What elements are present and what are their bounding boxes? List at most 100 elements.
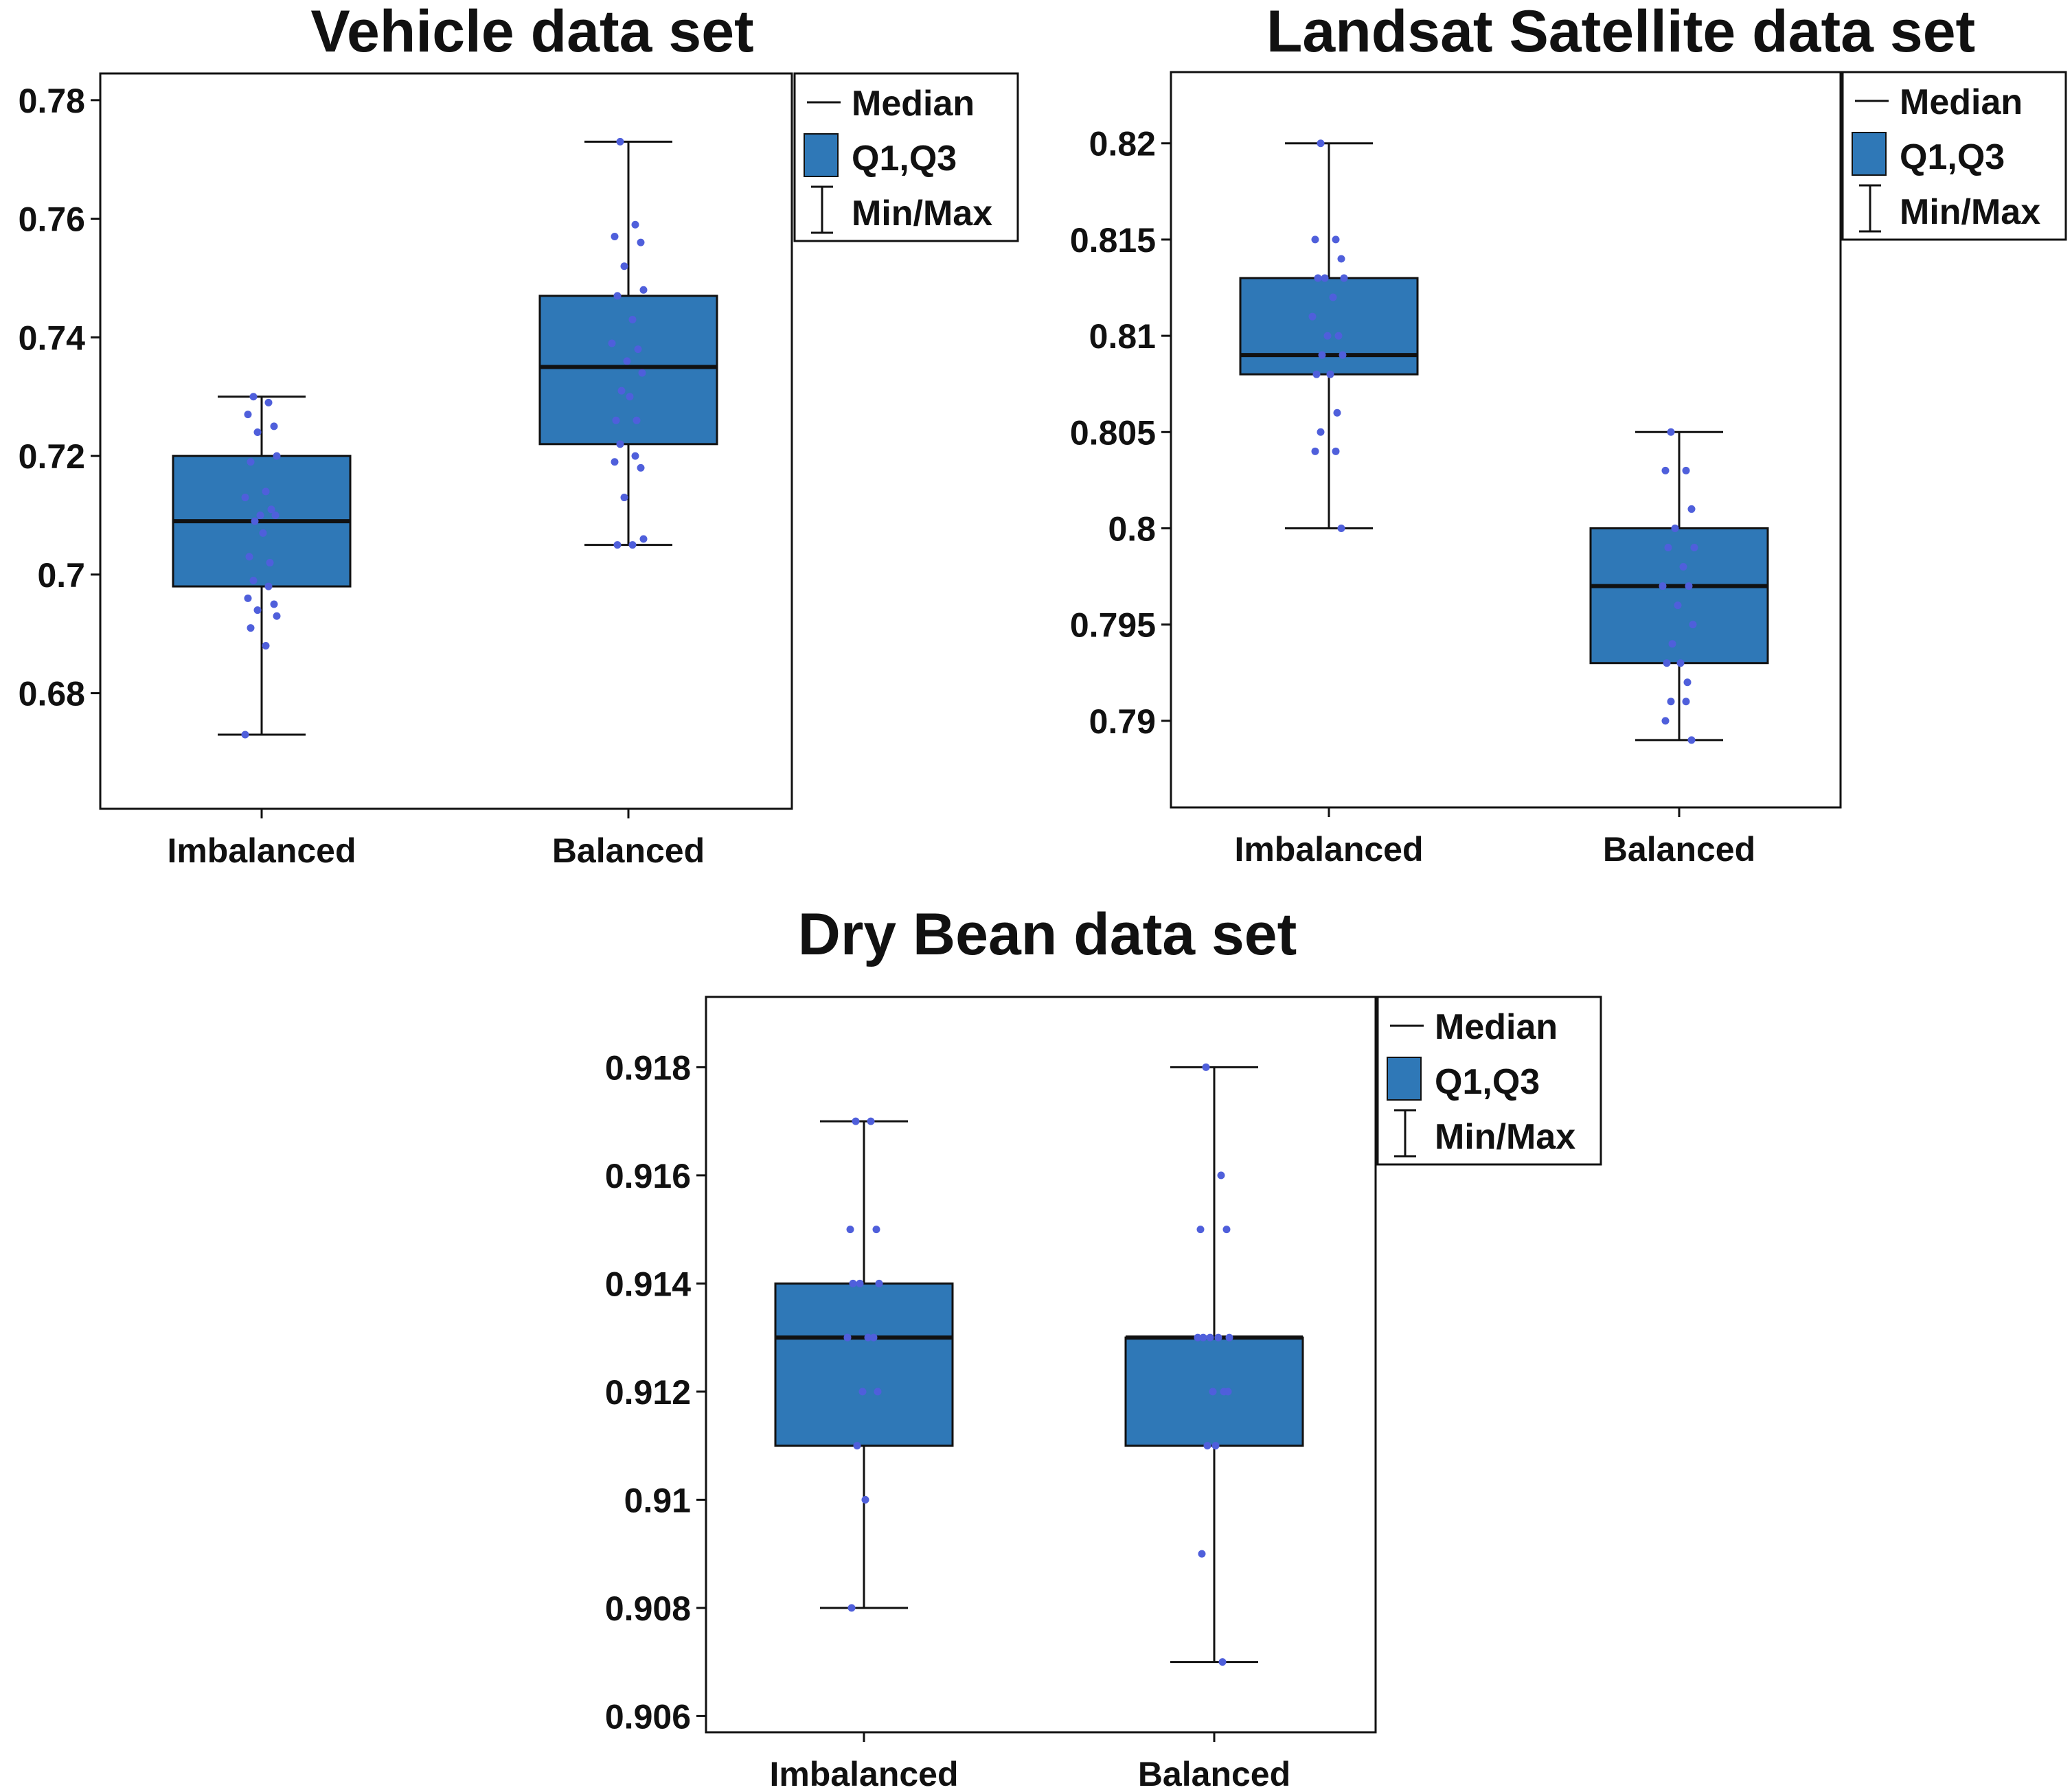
data-point bbox=[1317, 139, 1325, 148]
data-point bbox=[1198, 1550, 1206, 1558]
chart-title: Dry Bean data set bbox=[798, 901, 1297, 967]
y-tick-label: 0.74 bbox=[19, 319, 86, 357]
x-category-label: Balanced bbox=[1138, 1755, 1290, 1792]
data-point bbox=[611, 233, 619, 241]
x-category-label: Imbalanced bbox=[167, 831, 356, 870]
data-point bbox=[253, 428, 262, 437]
box-swatch-icon bbox=[1852, 132, 1887, 176]
data-point bbox=[1321, 274, 1329, 282]
data-point bbox=[1217, 1171, 1225, 1180]
data-point bbox=[1329, 293, 1337, 301]
quartile-box bbox=[774, 1282, 954, 1447]
data-point bbox=[616, 137, 624, 146]
data-point bbox=[637, 238, 645, 246]
data-point bbox=[1676, 659, 1685, 667]
data-point bbox=[1323, 332, 1332, 340]
data-point bbox=[1202, 1063, 1210, 1071]
data-point bbox=[637, 463, 645, 472]
data-point bbox=[244, 411, 252, 419]
data-point bbox=[1671, 524, 1679, 532]
data-point bbox=[1663, 659, 1671, 667]
y-tick-label: 0.72 bbox=[19, 437, 85, 476]
data-point bbox=[1667, 428, 1675, 436]
data-point bbox=[1196, 1226, 1205, 1234]
data-point bbox=[843, 1333, 852, 1342]
data-point bbox=[633, 416, 641, 424]
vehicle-chart-panel: Vehicle data set 0.68 0.7 0.72 0.74 0.76 0.78… bbox=[19, 0, 1019, 870]
data-point bbox=[1194, 1333, 1202, 1342]
min-max-whisker-icon bbox=[1859, 184, 1881, 233]
data-point bbox=[247, 458, 255, 466]
x-category-label: Balanced bbox=[1603, 830, 1755, 869]
data-point bbox=[638, 369, 646, 377]
data-point bbox=[872, 1226, 880, 1234]
legend-label-min-max: Min/Max bbox=[1435, 1117, 1575, 1157]
data-point bbox=[1334, 332, 1343, 340]
chart-title: Vehicle data set bbox=[310, 0, 753, 65]
data-point bbox=[259, 529, 267, 537]
data-point bbox=[1337, 255, 1345, 263]
data-point bbox=[1664, 544, 1672, 552]
data-point bbox=[612, 416, 620, 424]
legend-label-quartiles: Q1,Q3 bbox=[1435, 1062, 1540, 1102]
x-axis: Imbalanced Balanced bbox=[769, 1732, 1290, 1792]
data-point bbox=[1311, 236, 1319, 244]
data-point bbox=[1679, 563, 1687, 571]
data-point bbox=[1687, 736, 1696, 744]
y-tick-label: 0.81 bbox=[1089, 317, 1156, 356]
data-point bbox=[631, 220, 639, 229]
data-point bbox=[262, 487, 270, 496]
data-point bbox=[1661, 717, 1670, 725]
data-point bbox=[264, 398, 273, 406]
legend: Median Q1,Q3 Min/Max bbox=[1376, 996, 1602, 1166]
data-point bbox=[1326, 370, 1334, 378]
data-point bbox=[1668, 640, 1676, 648]
data-point bbox=[867, 1117, 875, 1125]
data-point bbox=[856, 1279, 864, 1287]
data-point bbox=[1667, 698, 1675, 706]
data-point bbox=[1211, 1442, 1220, 1450]
y-tick-label: 0.8 bbox=[1108, 509, 1156, 548]
y-tick-label: 0.912 bbox=[605, 1373, 691, 1412]
data-point bbox=[631, 452, 639, 460]
legend: Median Q1,Q3 Min/Max bbox=[793, 72, 1019, 242]
data-point bbox=[1317, 428, 1325, 436]
y-axis: 0.906 0.908 0.91 0.912 0.914 0.916 0.918 bbox=[605, 1048, 706, 1736]
data-point bbox=[241, 494, 249, 502]
data-point bbox=[626, 393, 634, 401]
legend-label-min-max: Min/Max bbox=[1900, 192, 2040, 232]
x-category-label: Balanced bbox=[552, 831, 705, 870]
data-point bbox=[620, 262, 628, 271]
y-tick-label: 0.91 bbox=[624, 1481, 691, 1519]
data-point bbox=[617, 387, 626, 395]
data-point bbox=[245, 553, 253, 561]
data-point bbox=[253, 606, 262, 614]
data-point bbox=[1222, 1226, 1231, 1234]
y-tick-label: 0.916 bbox=[605, 1157, 691, 1195]
y-tick-label: 0.68 bbox=[19, 675, 85, 713]
data-point bbox=[608, 339, 616, 347]
data-point bbox=[249, 576, 258, 584]
legend-label-quartiles: Q1,Q3 bbox=[852, 139, 957, 179]
data-point bbox=[273, 452, 281, 460]
data-point bbox=[1214, 1333, 1222, 1342]
data-point bbox=[271, 511, 280, 519]
dry-bean-chart-panel: Dry Bean data set 0.9060.9080.910.9120.9… bbox=[605, 901, 1602, 1792]
data-point bbox=[1339, 351, 1347, 359]
box-swatch-icon bbox=[1387, 1057, 1422, 1101]
legend-label-median: Median bbox=[1435, 1007, 1558, 1047]
data-point bbox=[849, 1279, 857, 1287]
data-point bbox=[273, 612, 281, 620]
data-point bbox=[1308, 312, 1317, 321]
data-point bbox=[1689, 621, 1697, 629]
data-point bbox=[1332, 236, 1340, 244]
data-point bbox=[613, 541, 622, 549]
data-point bbox=[1333, 409, 1341, 417]
data-point bbox=[875, 1279, 883, 1287]
y-axis: 0.68 0.7 0.72 0.74 0.76 0.78 bbox=[19, 82, 100, 713]
quartile-box bbox=[1239, 277, 1419, 376]
data-point bbox=[613, 292, 622, 300]
data-point bbox=[1209, 1388, 1217, 1396]
data-point bbox=[864, 1333, 872, 1342]
